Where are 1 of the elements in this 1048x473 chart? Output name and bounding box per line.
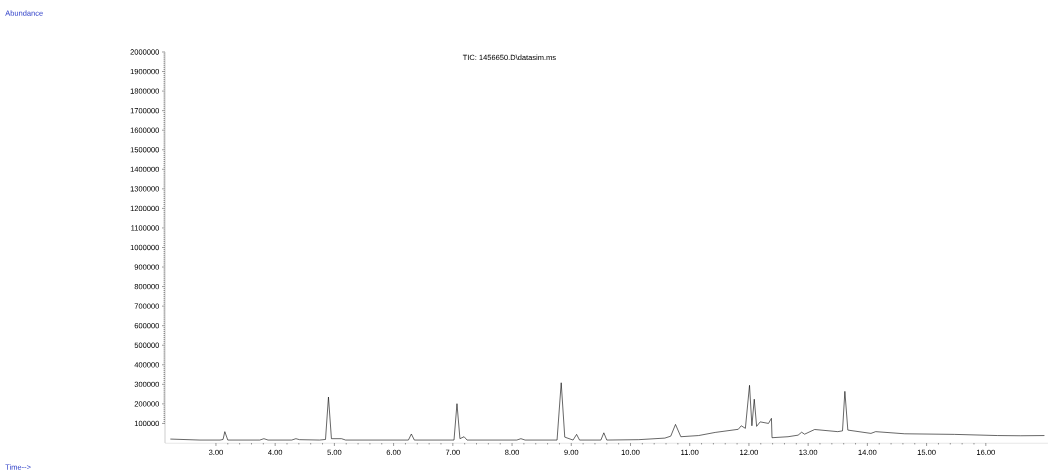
line-series	[170, 382, 1045, 441]
